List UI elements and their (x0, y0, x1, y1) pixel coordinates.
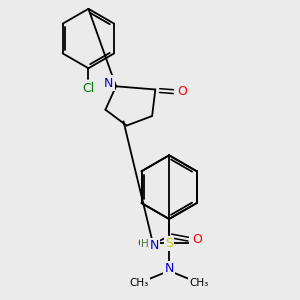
Text: N: N (164, 262, 174, 275)
Text: O: O (191, 237, 201, 250)
Text: O: O (177, 85, 187, 98)
Text: S: S (165, 237, 173, 250)
Text: H: H (141, 239, 148, 250)
Text: N: N (104, 76, 113, 90)
Text: CH₃: CH₃ (189, 278, 208, 288)
Text: O: O (192, 233, 202, 246)
Text: N: N (150, 239, 159, 252)
Text: O: O (138, 237, 148, 250)
Text: Cl: Cl (82, 82, 94, 95)
Text: CH₃: CH₃ (130, 278, 149, 288)
